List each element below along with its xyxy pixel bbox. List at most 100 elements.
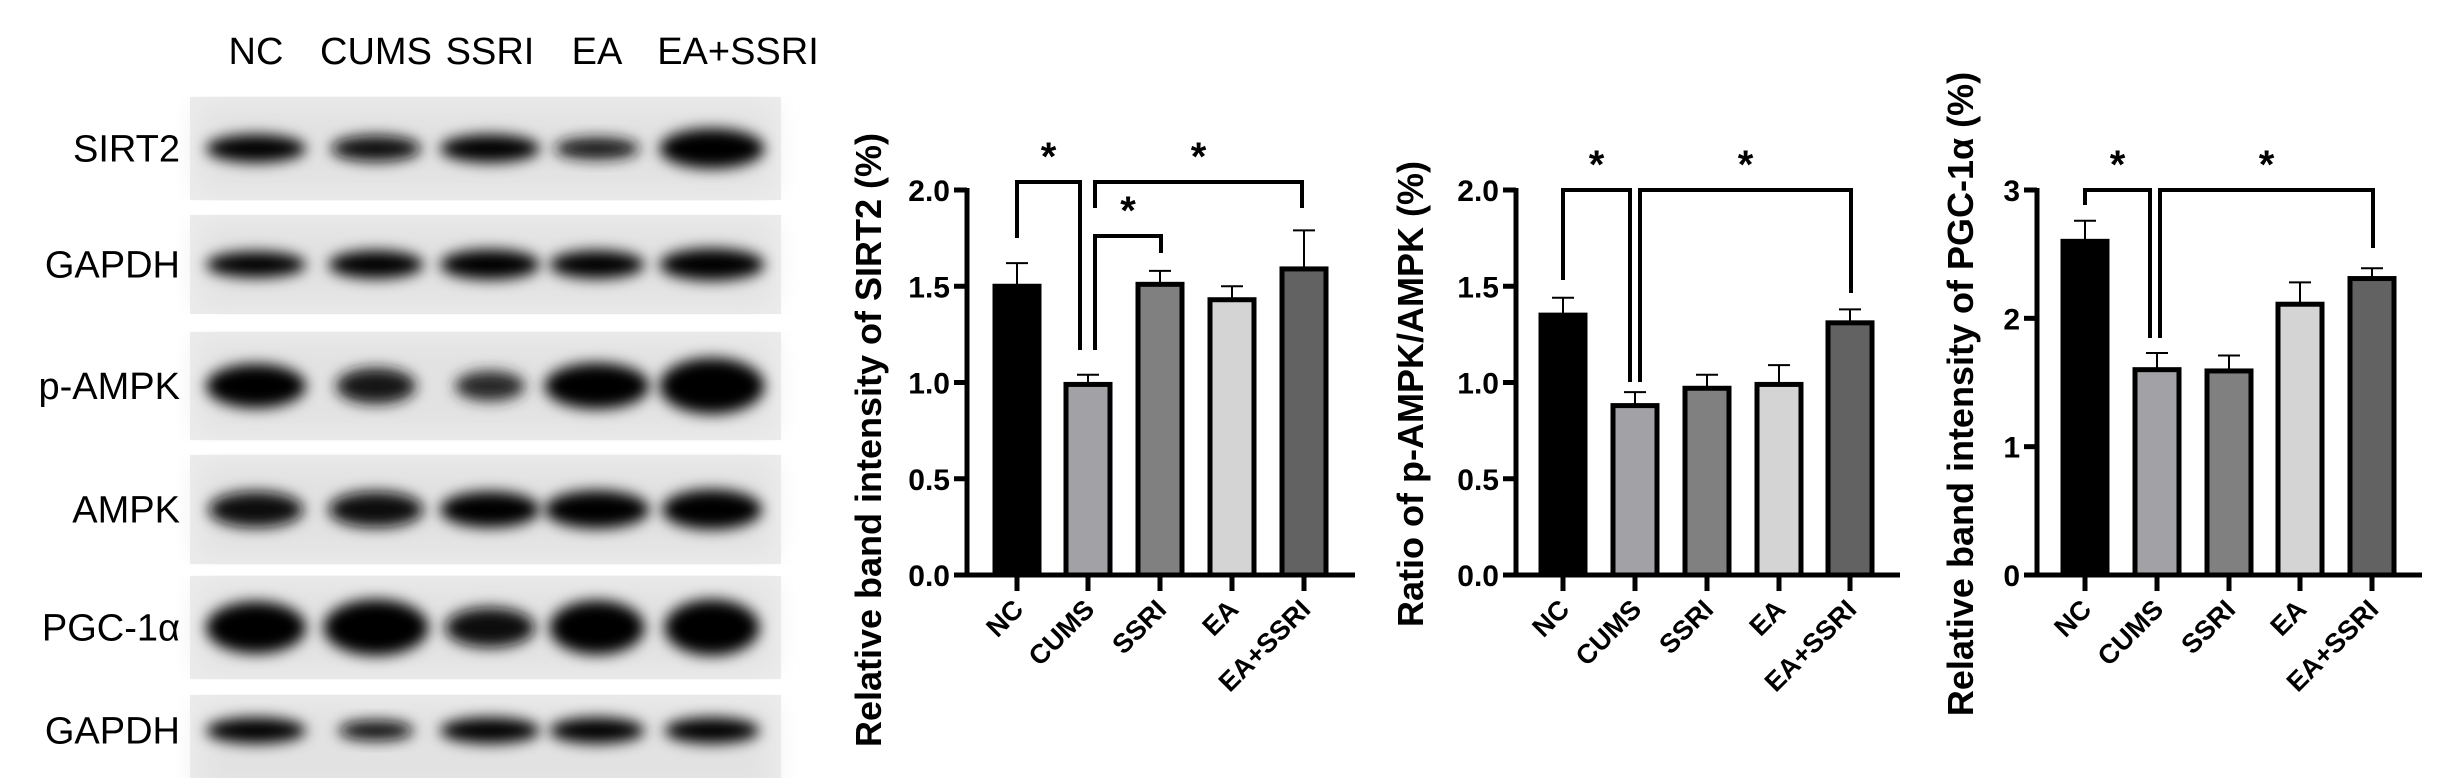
protein-band bbox=[331, 135, 421, 162]
x-tick-label: NC bbox=[1526, 594, 1575, 643]
x-tick-label: NC bbox=[980, 594, 1029, 643]
lane-label: EA+SSRI bbox=[657, 31, 819, 73]
y-tick-label: 0.0 bbox=[1457, 560, 1499, 593]
protein-band bbox=[549, 250, 645, 279]
protein-band bbox=[323, 599, 429, 656]
y-tick-label: 1.0 bbox=[908, 368, 950, 401]
blot-row-label: p-AMPK bbox=[39, 366, 180, 408]
protein-band bbox=[328, 491, 424, 528]
protein-band bbox=[664, 717, 760, 744]
y-tick-label: 0 bbox=[2003, 560, 2020, 593]
blot-row-ampk: AMPK bbox=[72, 455, 781, 564]
bar-cums bbox=[2132, 367, 2182, 578]
significance-star: * bbox=[2110, 143, 2126, 187]
x-tick-label: SSRI bbox=[1106, 594, 1172, 660]
protein-band bbox=[338, 720, 414, 741]
protein-band bbox=[206, 717, 306, 744]
bar-ea bbox=[1207, 297, 1257, 578]
significance-bracket bbox=[1638, 188, 1853, 382]
protein-band bbox=[336, 368, 416, 404]
significance-bracket bbox=[1093, 180, 1304, 208]
y-tick-label: 1.5 bbox=[908, 271, 950, 304]
blot-row-label: SIRT2 bbox=[73, 129, 180, 171]
x-tick-label: NC bbox=[2048, 594, 2097, 643]
blot-row-p-ampk: p-AMPK bbox=[39, 332, 781, 440]
y-tick-label: 1.5 bbox=[1457, 271, 1499, 304]
y-axis-title: Relative band intensity of PGC-1α (%) bbox=[1940, 72, 1981, 716]
y-tick-label: 2.0 bbox=[1457, 175, 1499, 208]
lane-label: EA bbox=[572, 31, 623, 73]
bar-ssri bbox=[1682, 385, 1732, 578]
protein-band bbox=[206, 251, 306, 278]
bar-cums bbox=[1610, 403, 1660, 578]
blot-row-gapdh: GAPDH bbox=[45, 215, 781, 314]
lane-label: CUMS bbox=[320, 31, 432, 73]
protein-band bbox=[440, 134, 540, 163]
significance-star: * bbox=[1191, 135, 1207, 179]
bar-nc bbox=[2060, 238, 2110, 578]
lane-label: SSRI bbox=[446, 31, 535, 73]
bar-ea-ssri bbox=[1825, 320, 1875, 578]
y-tick-label: 0.5 bbox=[1457, 464, 1499, 497]
blot-row-label: GAPDH bbox=[45, 711, 180, 753]
blot-row-gapdh: GAPDH bbox=[45, 695, 781, 778]
x-tick-label: CUMS bbox=[2092, 594, 2169, 671]
x-tick-label: SSRI bbox=[1653, 594, 1719, 660]
significance-star: * bbox=[1041, 135, 1057, 179]
bar-nc bbox=[1538, 312, 1588, 578]
protein-band bbox=[554, 137, 640, 160]
protein-band bbox=[549, 717, 645, 744]
x-tick-label: SSRI bbox=[2175, 594, 2241, 660]
y-tick-label: 1.0 bbox=[1457, 368, 1499, 401]
blot-row-label: AMPK bbox=[72, 490, 180, 532]
significance-bracket bbox=[2158, 188, 2375, 338]
significance-bracket bbox=[1015, 180, 1082, 350]
protein-band bbox=[206, 134, 306, 163]
protein-band bbox=[440, 491, 540, 528]
x-tick-label: EA bbox=[1197, 594, 1245, 642]
x-tick-label: EA bbox=[1744, 594, 1792, 642]
protein-band bbox=[455, 371, 525, 401]
protein-band bbox=[659, 128, 765, 169]
protein-band bbox=[445, 607, 535, 648]
protein-band bbox=[544, 363, 650, 409]
bar-cums bbox=[1063, 381, 1113, 578]
protein-band bbox=[659, 358, 765, 414]
protein-band bbox=[440, 717, 540, 744]
y-tick-label: 2.0 bbox=[908, 175, 950, 208]
bar-ea bbox=[1754, 381, 1804, 578]
significance-star: * bbox=[1589, 143, 1605, 187]
western-blot: NC CUMS SSRI EA EA+SSRI SIRT2 GAPDH p-AMPK AMPK P… bbox=[39, 31, 819, 778]
y-axis-title: Relative band intensity of SIRT2 (%) bbox=[848, 133, 889, 747]
y-tick-label: 3 bbox=[2003, 175, 2020, 208]
blot-row-label: GAPDH bbox=[45, 245, 180, 287]
protein-band bbox=[549, 600, 645, 655]
protein-band bbox=[440, 249, 540, 280]
significance-star: * bbox=[1120, 189, 1136, 233]
bar-ea bbox=[2275, 301, 2325, 578]
significance-bracket bbox=[1561, 188, 1632, 382]
protein-band bbox=[659, 248, 765, 281]
blot-row-label: PGC-1α bbox=[42, 608, 180, 650]
y-axis-title: Ratio of p-AMPK/AMPK (%) bbox=[1390, 161, 1431, 627]
y-tick-label: 2 bbox=[2003, 303, 2020, 336]
protein-band bbox=[664, 599, 760, 656]
bar-ea-ssri bbox=[1279, 266, 1329, 578]
significance-star: * bbox=[2259, 143, 2275, 187]
protein-band bbox=[544, 490, 650, 529]
y-tick-label: 1 bbox=[2003, 432, 2020, 465]
bar-ea-ssri bbox=[2347, 276, 2397, 578]
blot-row-sirt2: SIRT2 bbox=[73, 97, 781, 200]
significance-star: * bbox=[1738, 143, 1754, 187]
bar-ssri bbox=[2204, 368, 2254, 578]
lane-label: NC bbox=[229, 31, 284, 73]
y-tick-label: 0.5 bbox=[908, 464, 950, 497]
protein-band bbox=[206, 601, 306, 654]
bar-nc bbox=[992, 283, 1042, 578]
x-tick-label: CUMS bbox=[1570, 594, 1647, 671]
